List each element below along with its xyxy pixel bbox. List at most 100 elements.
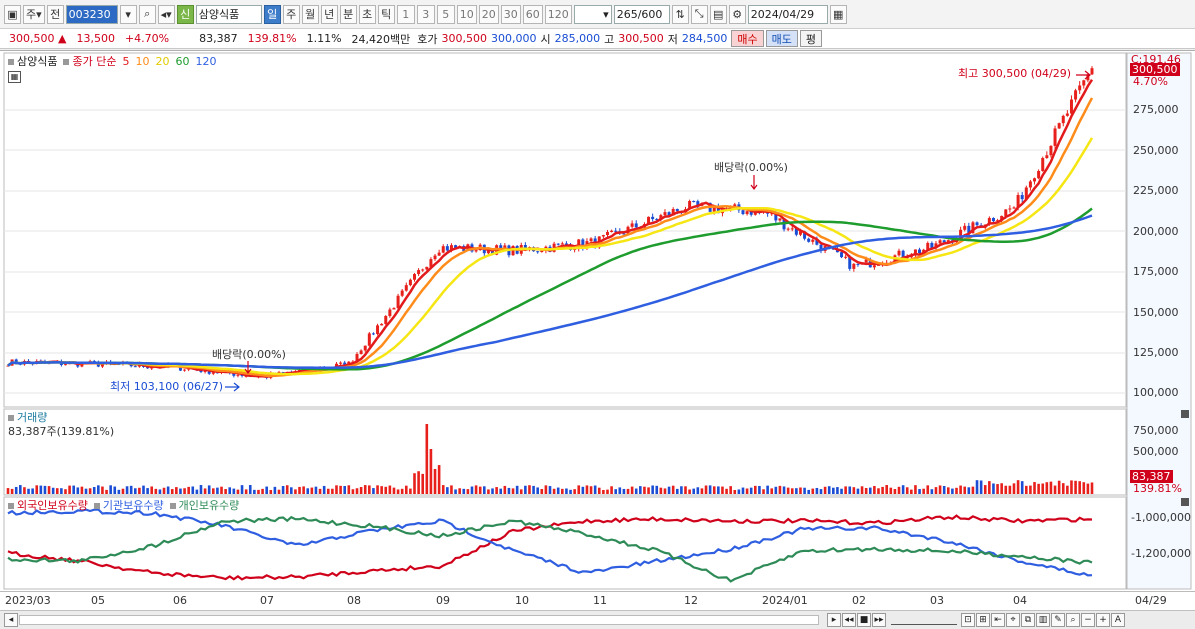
volume-bar	[281, 486, 285, 494]
holdings-line-1	[7, 508, 1093, 577]
zoom-in-icon[interactable]: +	[1096, 613, 1110, 627]
tick-30[interactable]: 30	[500, 4, 521, 24]
save-icon[interactable]: ▤	[709, 4, 727, 24]
draw-icon[interactable]: ⤡	[690, 4, 708, 24]
volume-bar	[721, 486, 724, 494]
interval-select[interactable]: ▾	[573, 4, 612, 24]
candle-body	[1020, 195, 1024, 200]
bottom-scrollbar[interactable]: ◂ ▸ ◂◂ ■ ▸▸ ⊡ ⊞ ⇤ ⌖ ⧉ ▥ ✎ ⌕ − + A	[0, 610, 1195, 629]
auto-icon[interactable]: A	[1111, 613, 1125, 627]
code-dropdown-icon[interactable]: ▾	[119, 4, 137, 24]
candle-body	[577, 239, 581, 249]
volume-bar	[76, 487, 80, 494]
volume-bar	[786, 487, 790, 494]
candle-body	[240, 374, 244, 376]
forward-icon[interactable]: ▸▸	[872, 613, 886, 627]
volume-bar	[663, 488, 667, 494]
volume-bar	[1004, 485, 1008, 494]
holdings-institution: 기관보유수량	[93, 497, 164, 513]
holdings-panel-close-icon[interactable]	[1181, 498, 1189, 506]
volume-bar	[220, 486, 223, 494]
ma-60: 60	[175, 54, 190, 68]
candle-body	[359, 350, 363, 354]
candle-body	[798, 231, 802, 235]
candle-body	[486, 249, 490, 254]
volume-current-tag: 83,387	[1130, 470, 1173, 483]
chart-type-icon[interactable]: ▥	[1036, 613, 1050, 627]
tick-10[interactable]: 10	[456, 4, 477, 24]
volume-bar	[302, 486, 305, 494]
scroll-track[interactable]	[19, 615, 819, 625]
fit-icon[interactable]: ⊡	[961, 613, 975, 627]
volume-bar	[819, 489, 823, 494]
candle-body	[384, 316, 388, 324]
ma-line-5	[7, 79, 1094, 378]
period-year[interactable]: 년	[320, 4, 338, 24]
tick-3[interactable]: 3	[416, 4, 435, 24]
volume-bar	[840, 488, 843, 494]
period-second[interactable]: 초	[358, 4, 376, 24]
volume-bar	[121, 488, 125, 494]
compare-icon[interactable]: ⇅	[671, 4, 689, 24]
code-input[interactable]: 003230	[65, 4, 118, 24]
volume-bar	[400, 488, 404, 494]
count-field[interactable]: 265/600	[613, 4, 670, 24]
candle-body	[918, 249, 922, 254]
scroll-left-icon[interactable]: ◂	[4, 613, 18, 627]
tick-1[interactable]: 1	[396, 4, 415, 24]
buy-button[interactable]: 매수	[731, 30, 764, 47]
prev-view-icon[interactable]: ⇤	[991, 613, 1005, 627]
period-month[interactable]: 월	[301, 4, 319, 24]
volume-bar	[1000, 483, 1003, 494]
period-minute[interactable]: 분	[339, 4, 357, 24]
sell-button[interactable]: 매도	[765, 30, 798, 47]
date-field[interactable]: 2024/04/29	[747, 4, 828, 24]
panel-table-icon[interactable]: ▦	[8, 71, 21, 83]
chart-area[interactable]: 삼양식품 종가 단순 5 10 20 60 120 ▦ C:191.46 300…	[0, 50, 1195, 610]
split-icon[interactable]: ⊞	[976, 613, 990, 627]
volume-bar	[544, 485, 548, 494]
tick-5[interactable]: 5	[436, 4, 455, 24]
sound-icon[interactable]: ◂▾	[157, 4, 175, 24]
volume-bar	[175, 487, 178, 494]
candle-body	[1041, 158, 1045, 171]
volume-bar	[195, 489, 199, 494]
rewind-icon[interactable]: ◂◂	[842, 613, 856, 627]
period-day[interactable]: 일	[263, 4, 281, 24]
candle-body	[749, 211, 753, 215]
volume-bar	[450, 485, 453, 494]
candle-body	[1053, 128, 1057, 146]
window-icon[interactable]: ▣	[4, 4, 21, 24]
tick-120[interactable]: 120	[544, 4, 572, 24]
change-value: 13,500	[76, 32, 115, 45]
calendar-icon[interactable]: ▦	[829, 4, 847, 24]
volume-panel-close-icon[interactable]	[1181, 410, 1189, 418]
prev-button[interactable]: 전	[46, 4, 64, 24]
search-icon[interactable]: ⌕	[138, 4, 156, 24]
candle-body	[815, 239, 819, 245]
candle-body	[1004, 209, 1008, 216]
eval-button[interactable]: 평	[799, 30, 823, 47]
chart-svg[interactable]	[0, 51, 1195, 611]
zoom-out-icon[interactable]: −	[1081, 613, 1095, 627]
gear-icon[interactable]: ⚙	[728, 4, 746, 24]
holdings-foreign: 외국인보유수량	[8, 497, 88, 513]
duplicate-icon[interactable]: ⧉	[1021, 613, 1035, 627]
volume-bar	[363, 485, 367, 494]
tick-20[interactable]: 20	[478, 4, 499, 24]
volume-bar	[212, 488, 215, 494]
period-tick[interactable]: 틱	[377, 4, 395, 24]
candle-body	[388, 309, 392, 317]
zoom-icon[interactable]: ⌕	[1066, 613, 1080, 627]
scroll-right-icon[interactable]: ▸	[827, 613, 841, 627]
market-select[interactable]: 주 ▾	[23, 4, 45, 24]
period-week[interactable]: 주	[282, 4, 300, 24]
crosshair-icon[interactable]: ⌖	[1006, 613, 1020, 627]
volume-bar	[491, 488, 494, 494]
pen-icon[interactable]: ✎	[1051, 613, 1065, 627]
volume-bar	[277, 489, 281, 494]
zoom-slider[interactable]	[891, 615, 957, 625]
tick-60[interactable]: 60	[522, 4, 543, 24]
stop-icon[interactable]: ■	[857, 613, 871, 627]
stock-name-field[interactable]: 삼양식품	[195, 4, 262, 24]
